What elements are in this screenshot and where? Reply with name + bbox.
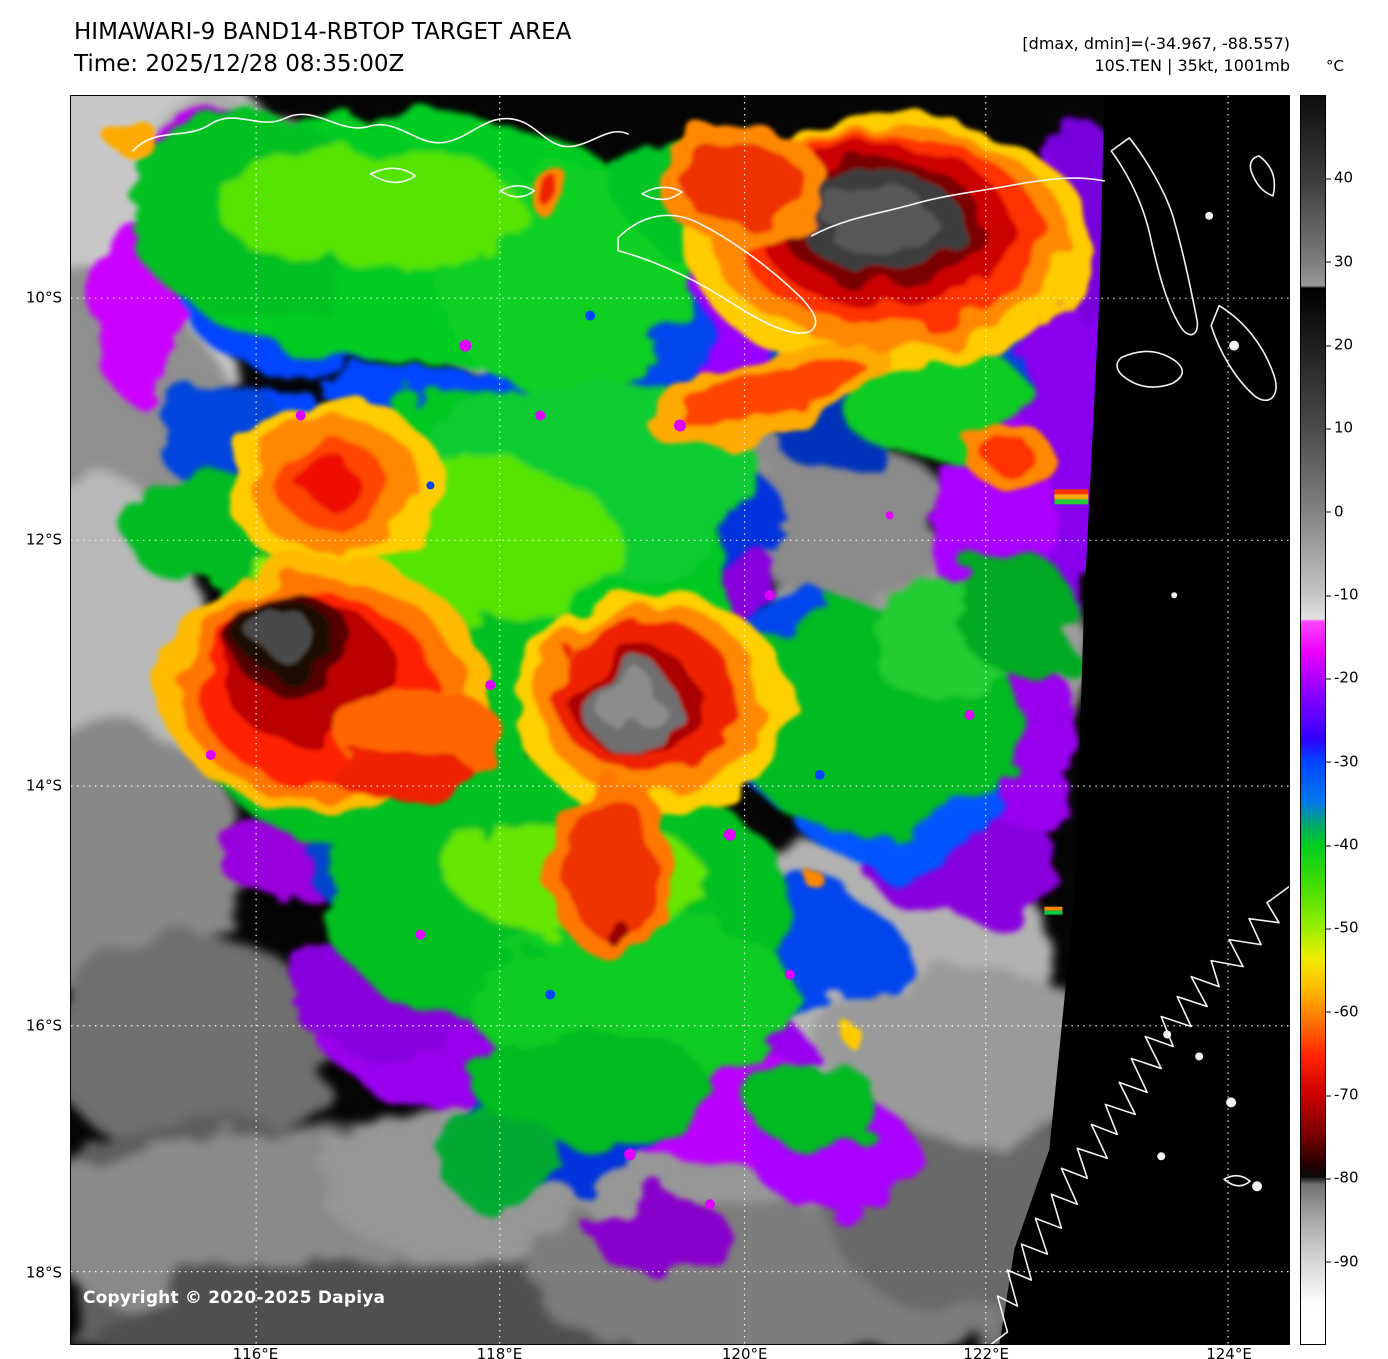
colorbar-tick-label: -70 [1326,1085,1359,1104]
lat-tick-label: 18°S [25,1263,62,1281]
coastlines [132,113,1289,1344]
lat-tick-label: 12°S [25,530,62,549]
satellite-layer-speckles [205,310,1089,1210]
satellite-image [71,96,1289,1344]
lon-tick-label: 124°E [1206,1345,1252,1359]
colorbar-tick-label: 0 [1326,502,1344,521]
colorbar-tick-label: -20 [1326,668,1359,687]
dminmax-readout: [dmax, dmin]=(-34.967, -88.557) [1022,34,1290,53]
colorbar-tick-label: -40 [1326,835,1359,854]
timestamp: Time: 2025/12/28 08:35:00Z [74,51,405,78]
colorbar-tick-label: -50 [1326,918,1359,937]
colorbar-tick-label: 40 [1325,168,1354,187]
lon-tick-label: 116°E [232,1345,279,1359]
satellite-map: Copyright © 2020-2025 Dapiya [70,95,1290,1345]
colorbar-unit-label: °C [1326,57,1344,75]
colorbar-tick-label: -90 [1326,1252,1359,1271]
colorbar-tick-label: -80 [1326,1168,1359,1187]
colorbar-tick-label: 30 [1325,252,1354,271]
lat-tick-label: 16°S [25,1016,62,1035]
storm-info: 10S.TEN | 35kt, 1001mb [1094,55,1290,75]
copyright-text: Copyright © 2020-2025 Dapiya [83,1288,386,1308]
header-right: [dmax, dmin]=(-34.967, -88.557) 10S.TEN … [1022,33,1290,76]
lon-tick-label: 122°E [963,1345,1010,1359]
chart-title: HIMAWARI-9 BAND14-RBTOP TARGET AREA [74,19,572,45]
colorbar-tick-label: -10 [1326,585,1359,604]
colorbar-tick-label: -30 [1326,752,1359,771]
lat-tick-label: 10°S [25,288,62,306]
colorbar-tick-label: 20 [1325,335,1354,354]
colorbar-gradient [1301,96,1325,1344]
gridlines [71,96,1289,1344]
colorbar [1300,95,1326,1345]
lon-tick-label: 118°E [476,1345,523,1359]
satellite-layer-cold-cores [106,115,1095,1041]
scan-edge-region [999,96,1289,1344]
colorbar-tick-label: 10 [1325,418,1354,437]
colorbar-tick-label: -60 [1326,1002,1359,1021]
lon-tick-label: 120°E [721,1345,768,1359]
header-left: HIMAWARI-9 BAND14-RBTOP TARGET AREA Time… [74,16,571,80]
lat-tick-label: 14°S [25,776,62,795]
